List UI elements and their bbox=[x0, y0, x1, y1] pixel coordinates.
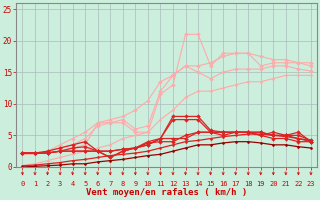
X-axis label: Vent moyen/en rafales ( km/h ): Vent moyen/en rafales ( km/h ) bbox=[86, 188, 247, 197]
